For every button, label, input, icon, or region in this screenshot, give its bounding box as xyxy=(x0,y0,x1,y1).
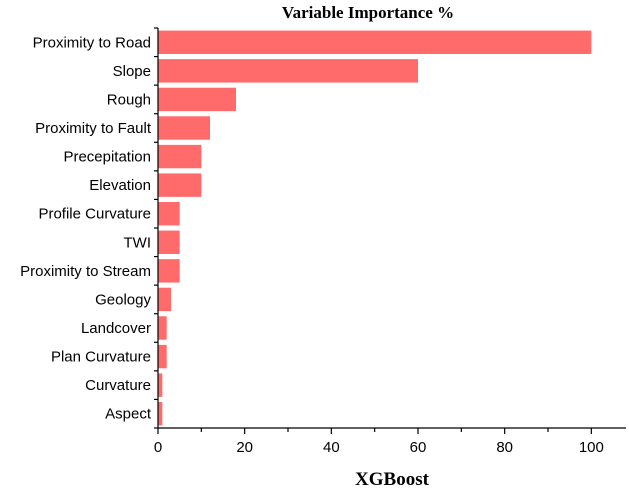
category-labels: Proximity to Road Slope Rough Proximity to … xyxy=(20,34,152,422)
category-label-5: Elevation xyxy=(89,177,151,194)
category-label-12: Curvature xyxy=(85,377,151,394)
bar-8 xyxy=(158,259,180,283)
y-axis xyxy=(154,27,159,429)
x-tick-label-0: 0 xyxy=(154,439,162,456)
bar-6 xyxy=(158,202,180,226)
bar-13 xyxy=(158,402,163,426)
bar-5 xyxy=(158,173,202,197)
category-label-2: Rough xyxy=(107,91,151,108)
bar-7 xyxy=(158,230,180,254)
bar-12 xyxy=(158,373,163,397)
category-label-11: Plan Curvature xyxy=(51,349,151,366)
x-tick-label-60: 60 xyxy=(410,439,427,456)
category-label-8: Proximity to Stream xyxy=(20,263,151,280)
category-label-1: Slope xyxy=(113,63,151,80)
category-label-6: Profile Curvature xyxy=(38,206,151,223)
x-axis-label: XGBoost xyxy=(355,469,430,490)
bar-10 xyxy=(158,316,167,340)
bar-9 xyxy=(158,287,171,312)
x-tick-label-20: 20 xyxy=(236,439,253,456)
bar-11 xyxy=(158,344,167,369)
bar-4 xyxy=(158,144,202,169)
bar-1 xyxy=(158,59,418,83)
chart-title: Variable Importance % xyxy=(282,3,454,22)
category-label-9: Geology xyxy=(95,291,151,308)
x-tick-label-80: 80 xyxy=(496,439,513,456)
category-label-10: Landcover xyxy=(81,320,151,337)
category-label-3: Proximity to Fault xyxy=(35,120,152,137)
category-label-7: TWI xyxy=(124,234,152,251)
x-tick-label-40: 40 xyxy=(323,439,340,456)
category-label-4: Precepitation xyxy=(63,149,151,166)
bar-0 xyxy=(158,30,592,54)
x-tick-label-100: 100 xyxy=(579,439,604,456)
bar-2 xyxy=(158,87,236,112)
category-label-0: Proximity to Road xyxy=(33,34,151,51)
bars xyxy=(158,30,592,426)
x-axis: 0 20 40 60 80 100 xyxy=(154,427,626,456)
bar-3 xyxy=(158,116,210,140)
category-label-13: Aspect xyxy=(105,406,152,423)
